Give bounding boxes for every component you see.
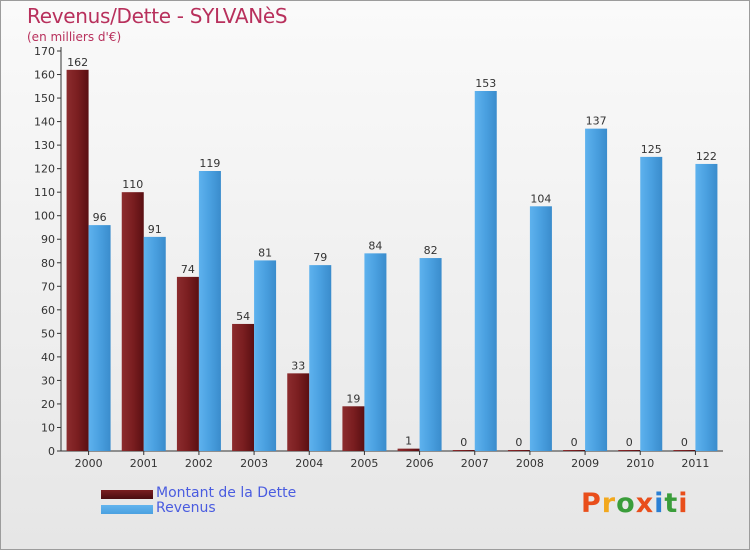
y-tick-label: 50 xyxy=(41,327,55,340)
logo-letter: r xyxy=(601,488,617,519)
data-label-dette: 0 xyxy=(571,436,578,449)
logo-letter: P xyxy=(581,488,602,519)
data-label-dette: 110 xyxy=(122,178,143,191)
bar-revenus xyxy=(640,156,663,451)
y-tick-label: 130 xyxy=(34,139,55,152)
x-tick-label: 2009 xyxy=(571,457,599,470)
y-tick-label: 140 xyxy=(34,116,55,129)
data-label-revenus: 91 xyxy=(148,223,162,236)
bar-dette xyxy=(673,450,696,451)
bar-revenus xyxy=(88,225,111,451)
x-tick-label: 2006 xyxy=(406,457,434,470)
bar-dette xyxy=(287,373,310,451)
logo-letter: x xyxy=(635,488,655,519)
x-tick-label: 2007 xyxy=(461,457,489,470)
legend-label-revenus: Revenus xyxy=(156,500,216,516)
y-tick-label: 60 xyxy=(41,304,55,317)
bar-dette xyxy=(507,450,530,451)
y-tick-label: 90 xyxy=(41,233,55,246)
data-label-dette: 54 xyxy=(236,310,250,323)
data-label-dette: 19 xyxy=(346,392,360,405)
x-tick-label: 2005 xyxy=(350,457,378,470)
bar-revenus xyxy=(254,260,277,451)
proxiti-logo: Proxiti xyxy=(581,488,689,519)
y-tick-label: 10 xyxy=(41,421,55,434)
chart-title: Revenus/Dette - SYLVANèS xyxy=(27,4,288,28)
x-tick-label: 2003 xyxy=(240,457,268,470)
logo-letter: o xyxy=(616,488,636,519)
x-tick-label: 2011 xyxy=(681,457,709,470)
data-label-revenus: 153 xyxy=(475,77,496,90)
data-label-revenus: 104 xyxy=(530,192,551,205)
data-label-revenus: 122 xyxy=(696,150,717,163)
data-label-dette: 74 xyxy=(181,263,195,276)
y-tick-label: 80 xyxy=(41,257,55,270)
bar-revenus xyxy=(695,163,718,452)
data-label-revenus: 79 xyxy=(313,251,327,264)
data-label-revenus: 137 xyxy=(586,115,607,128)
data-label-revenus: 82 xyxy=(424,244,438,257)
data-label-revenus: 96 xyxy=(93,211,107,224)
y-tick-label: 160 xyxy=(34,69,55,82)
logo-letter: i xyxy=(654,488,665,519)
bar-dette xyxy=(563,450,586,451)
x-tick-label: 2010 xyxy=(626,457,654,470)
x-tick-label: 2001 xyxy=(130,457,158,470)
y-tick-label: 120 xyxy=(34,163,55,176)
x-tick-label: 2000 xyxy=(75,457,103,470)
y-tick-label: 100 xyxy=(34,210,55,223)
x-tick-label: 2008 xyxy=(516,457,544,470)
data-label-dette: 0 xyxy=(681,436,688,449)
bar-dette xyxy=(66,69,89,451)
bar-revenus xyxy=(198,171,221,451)
data-label-dette: 33 xyxy=(291,359,305,372)
bar-dette xyxy=(397,448,420,451)
y-tick-label: 0 xyxy=(48,445,55,458)
data-label-dette: 162 xyxy=(67,56,88,69)
y-tick-label: 20 xyxy=(41,398,55,411)
bar-revenus xyxy=(419,258,442,451)
y-tick-label: 30 xyxy=(41,374,55,387)
bar-revenus xyxy=(474,91,497,451)
data-label-revenus: 125 xyxy=(641,143,662,156)
logo-letter: t xyxy=(664,488,679,519)
y-tick-label: 110 xyxy=(34,186,55,199)
y-tick-label: 170 xyxy=(34,45,55,58)
data-label-revenus: 84 xyxy=(368,239,382,252)
bar-dette xyxy=(176,276,199,451)
data-label-revenus: 119 xyxy=(199,157,220,170)
bar-revenus xyxy=(143,236,166,451)
legend-label-dette: Montant de la Dette xyxy=(156,485,297,501)
legend-swatch-dette xyxy=(101,490,153,499)
y-tick-label: 70 xyxy=(41,280,55,293)
bar-revenus xyxy=(529,206,552,451)
data-label-dette: 1 xyxy=(405,435,412,448)
bar-dette xyxy=(452,450,475,451)
bar-dette xyxy=(121,192,144,452)
data-label-revenus: 81 xyxy=(258,246,272,259)
data-label-dette: 0 xyxy=(626,436,633,449)
bar-dette xyxy=(618,450,641,451)
bar-revenus xyxy=(309,265,332,451)
legend-swatch-revenus xyxy=(101,505,153,514)
chart-subtitle: (en milliers d'€) xyxy=(27,30,122,44)
bar-revenus xyxy=(585,128,608,451)
data-label-dette: 0 xyxy=(460,436,467,449)
bar-revenus xyxy=(364,253,387,451)
bar-dette xyxy=(342,406,365,451)
y-tick-label: 150 xyxy=(34,92,55,105)
y-tick-label: 40 xyxy=(41,351,55,364)
x-tick-label: 2002 xyxy=(185,457,213,470)
x-tick-label: 2004 xyxy=(295,457,323,470)
bar-dette xyxy=(232,323,255,451)
logo-letter: i xyxy=(678,488,689,519)
data-label-dette: 0 xyxy=(515,436,522,449)
